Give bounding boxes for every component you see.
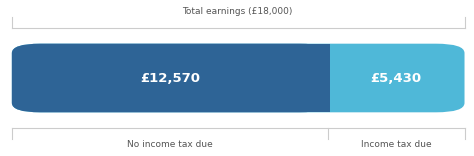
Text: Total earnings (£18,000): Total earnings (£18,000) xyxy=(182,7,292,16)
FancyBboxPatch shape xyxy=(12,44,328,112)
Text: Income tax due: Income tax due xyxy=(361,140,431,149)
Text: £5,430: £5,430 xyxy=(371,71,422,85)
Text: No income tax due: No income tax due xyxy=(127,140,213,149)
FancyBboxPatch shape xyxy=(12,44,465,112)
Text: £12,570: £12,570 xyxy=(140,71,200,85)
Bar xyxy=(285,44,330,112)
